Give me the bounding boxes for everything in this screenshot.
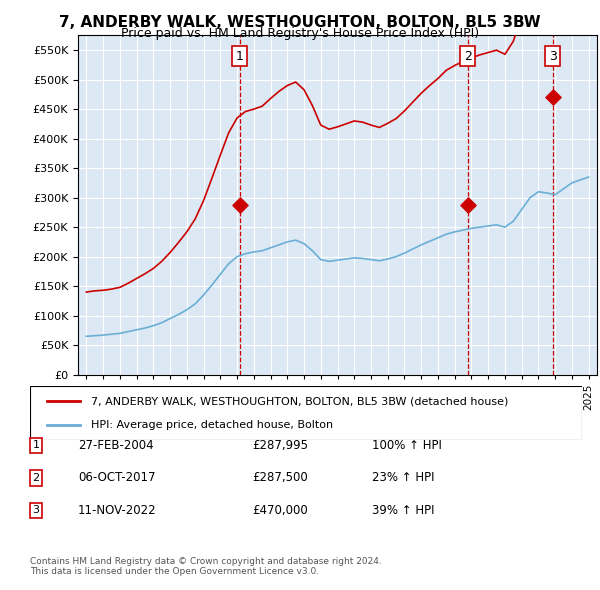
Text: 3: 3 — [32, 506, 40, 515]
Point — [548, 93, 557, 102]
Text: 27-FEB-2004: 27-FEB-2004 — [78, 439, 154, 452]
Text: 23% ↑ HPI: 23% ↑ HPI — [372, 471, 434, 484]
Text: 3: 3 — [549, 50, 557, 63]
Text: £287,500: £287,500 — [252, 471, 308, 484]
Text: HPI: Average price, detached house, Bolton: HPI: Average price, detached house, Bolt… — [91, 419, 333, 430]
Text: Price paid vs. HM Land Registry's House Price Index (HPI): Price paid vs. HM Land Registry's House … — [121, 27, 479, 40]
Text: 100% ↑ HPI: 100% ↑ HPI — [372, 439, 442, 452]
Text: 39% ↑ HPI: 39% ↑ HPI — [372, 504, 434, 517]
Text: 2: 2 — [32, 473, 40, 483]
Point — [235, 200, 244, 209]
Text: 11-NOV-2022: 11-NOV-2022 — [78, 504, 157, 517]
Text: 1: 1 — [32, 441, 40, 450]
Text: £470,000: £470,000 — [252, 504, 308, 517]
FancyBboxPatch shape — [30, 386, 582, 440]
Text: 7, ANDERBY WALK, WESTHOUGHTON, BOLTON, BL5 3BW (detached house): 7, ANDERBY WALK, WESTHOUGHTON, BOLTON, B… — [91, 396, 508, 407]
Text: 06-OCT-2017: 06-OCT-2017 — [78, 471, 155, 484]
Text: 1: 1 — [236, 50, 244, 63]
Text: 7, ANDERBY WALK, WESTHOUGHTON, BOLTON, BL5 3BW: 7, ANDERBY WALK, WESTHOUGHTON, BOLTON, B… — [59, 15, 541, 30]
Point — [463, 201, 472, 210]
Text: Contains HM Land Registry data © Crown copyright and database right 2024.
This d: Contains HM Land Registry data © Crown c… — [30, 557, 382, 576]
Text: £287,995: £287,995 — [252, 439, 308, 452]
Text: 2: 2 — [464, 50, 472, 63]
